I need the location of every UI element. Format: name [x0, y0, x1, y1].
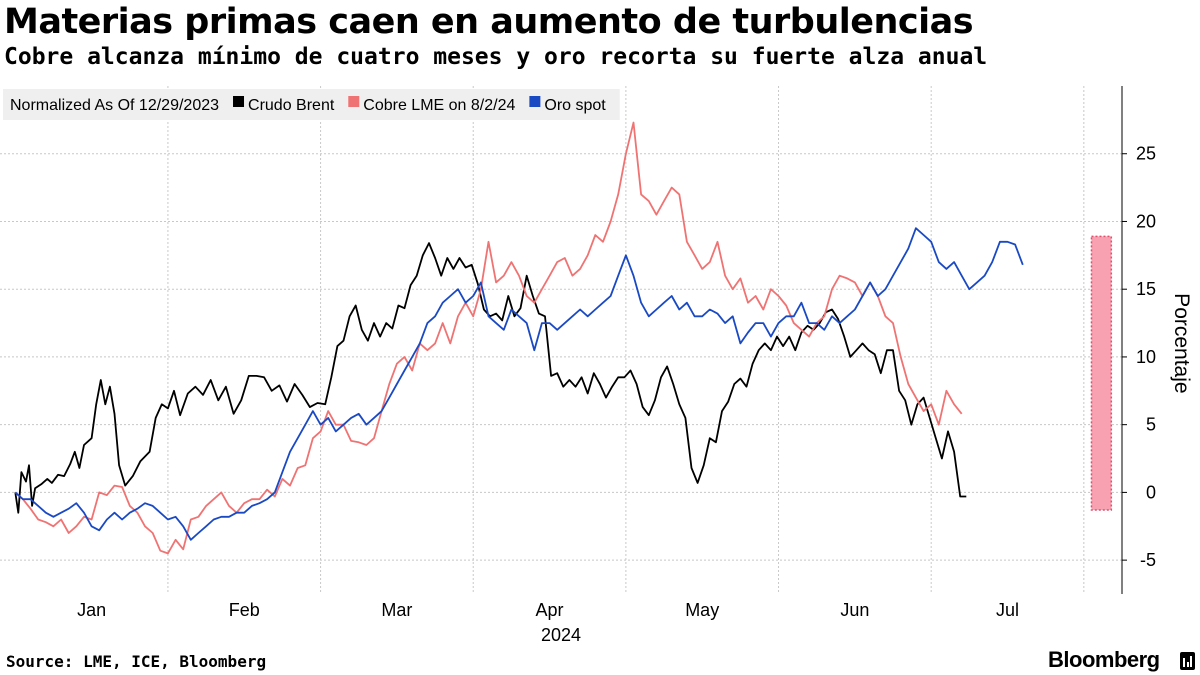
x-tick-label: Apr — [536, 600, 564, 620]
x-tick-label: May — [685, 600, 719, 620]
highlight-box — [1090, 235, 1113, 511]
legend-swatch-3 — [529, 96, 541, 107]
x-axis-year-label: 2024 — [541, 625, 581, 645]
chart-title: Materias primas caen en aumento de turbu… — [4, 2, 974, 42]
x-tick-label: Mar — [381, 600, 412, 620]
legend-note: Normalized As Of 12/29/2023 — [10, 97, 219, 114]
legend-swatch-2 — [348, 96, 360, 107]
series-line-3 — [14, 227, 1024, 541]
x-tick-label: Jun — [840, 600, 869, 620]
series-line-2 — [14, 121, 963, 555]
y-tick-label: 25 — [1136, 144, 1156, 164]
bloomberg-terminal-icon — [1180, 652, 1195, 670]
chart-subtitle: Cobre alcanza mínimo de cuatro meses y o… — [4, 44, 988, 70]
series-line-1 — [14, 242, 967, 514]
legend-label-1: Crudo Brent — [248, 97, 335, 114]
legend-box — [3, 89, 620, 120]
bloomberg-logo: Bloomberg — [1048, 647, 1160, 672]
source-note: Source: LME, ICE, Bloomberg — [6, 652, 267, 671]
x-tick-label: Jan — [77, 600, 106, 620]
y-axis-label: Porcentaje — [1170, 293, 1193, 393]
y-tick-label: 0 — [1146, 482, 1156, 502]
legend-label-3: Oro spot — [544, 97, 606, 114]
y-tick-label: -5 — [1140, 550, 1156, 570]
x-tick-label: Jul — [996, 600, 1019, 620]
y-tick-label: 5 — [1146, 415, 1156, 435]
y-tick-label: 20 — [1136, 211, 1156, 231]
legend-label-2: Cobre LME on 8/2/24 — [363, 97, 515, 114]
legend-swatch-1 — [233, 96, 245, 107]
y-tick-label: 10 — [1136, 347, 1156, 367]
y-tick-label: 15 — [1136, 279, 1156, 299]
x-tick-label: Feb — [229, 600, 260, 620]
